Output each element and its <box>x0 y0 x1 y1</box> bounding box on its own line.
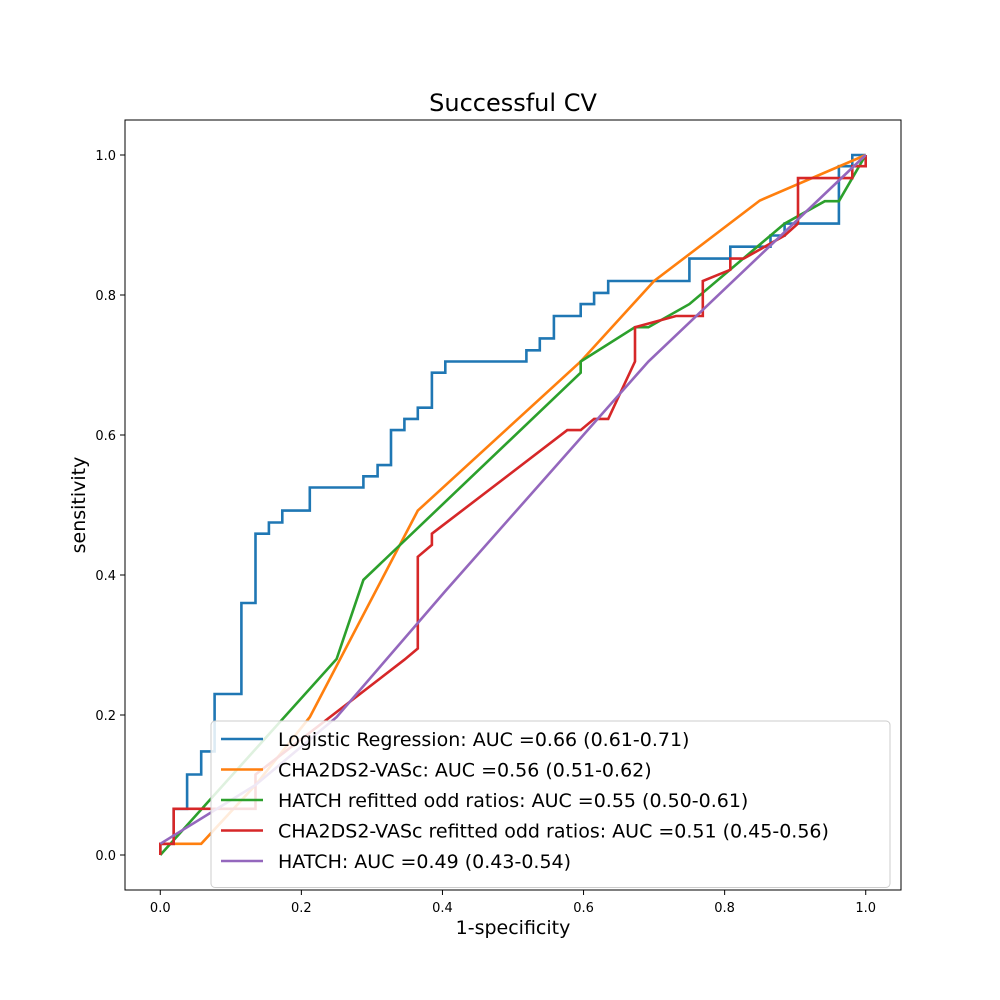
y-tick-label: 0.2 <box>95 709 116 724</box>
x-tick-label: 1.0 <box>855 901 876 916</box>
legend-entry: CHA2DS2-VASc: AUC =0.56 (0.51-0.62) <box>278 760 652 782</box>
series-line-1 <box>159 153 866 855</box>
y-tick-label: 0.8 <box>95 289 116 304</box>
legend: Logistic Regression: AUC =0.66 (0.61-0.7… <box>210 720 891 888</box>
series-line-2 <box>159 153 867 855</box>
legend-entry: HATCH refitted odd ratios: AUC =0.55 (0.… <box>278 790 748 812</box>
legend-box <box>210 720 891 888</box>
x-tick-label: 0.0 <box>150 901 171 916</box>
x-axis-label: 1-specificity <box>456 917 571 939</box>
x-tick-label: 0.2 <box>291 901 312 916</box>
x-tick-label: 0.4 <box>432 901 453 916</box>
x-axis: 0.0 0.2 0.4 0.6 0.8 1.0 <box>150 890 876 916</box>
x-tick-label: 0.6 <box>573 901 594 916</box>
legend-entry: HATCH: AUC =0.49 (0.43-0.54) <box>278 851 571 873</box>
chart-title: Successful CV <box>429 89 597 117</box>
y-axis: 0.0 0.2 0.4 0.6 0.8 1.0 <box>95 149 125 864</box>
series-line-3 <box>159 154 867 856</box>
legend-entry: Logistic Regression: AUC =0.66 (0.61-0.7… <box>278 729 689 751</box>
y-axis-label: sensitivity <box>68 457 90 554</box>
legend-entry: CHA2DS2-VASc refitted odd ratios: AUC =0… <box>278 821 829 843</box>
x-tick-label: 0.8 <box>714 901 735 916</box>
y-tick-label: 0.6 <box>95 429 116 444</box>
y-tick-label: 0.4 <box>95 569 116 584</box>
y-tick-label: 0.0 <box>95 849 116 864</box>
y-tick-label: 1.0 <box>95 149 116 164</box>
plot-frame <box>124 119 902 891</box>
